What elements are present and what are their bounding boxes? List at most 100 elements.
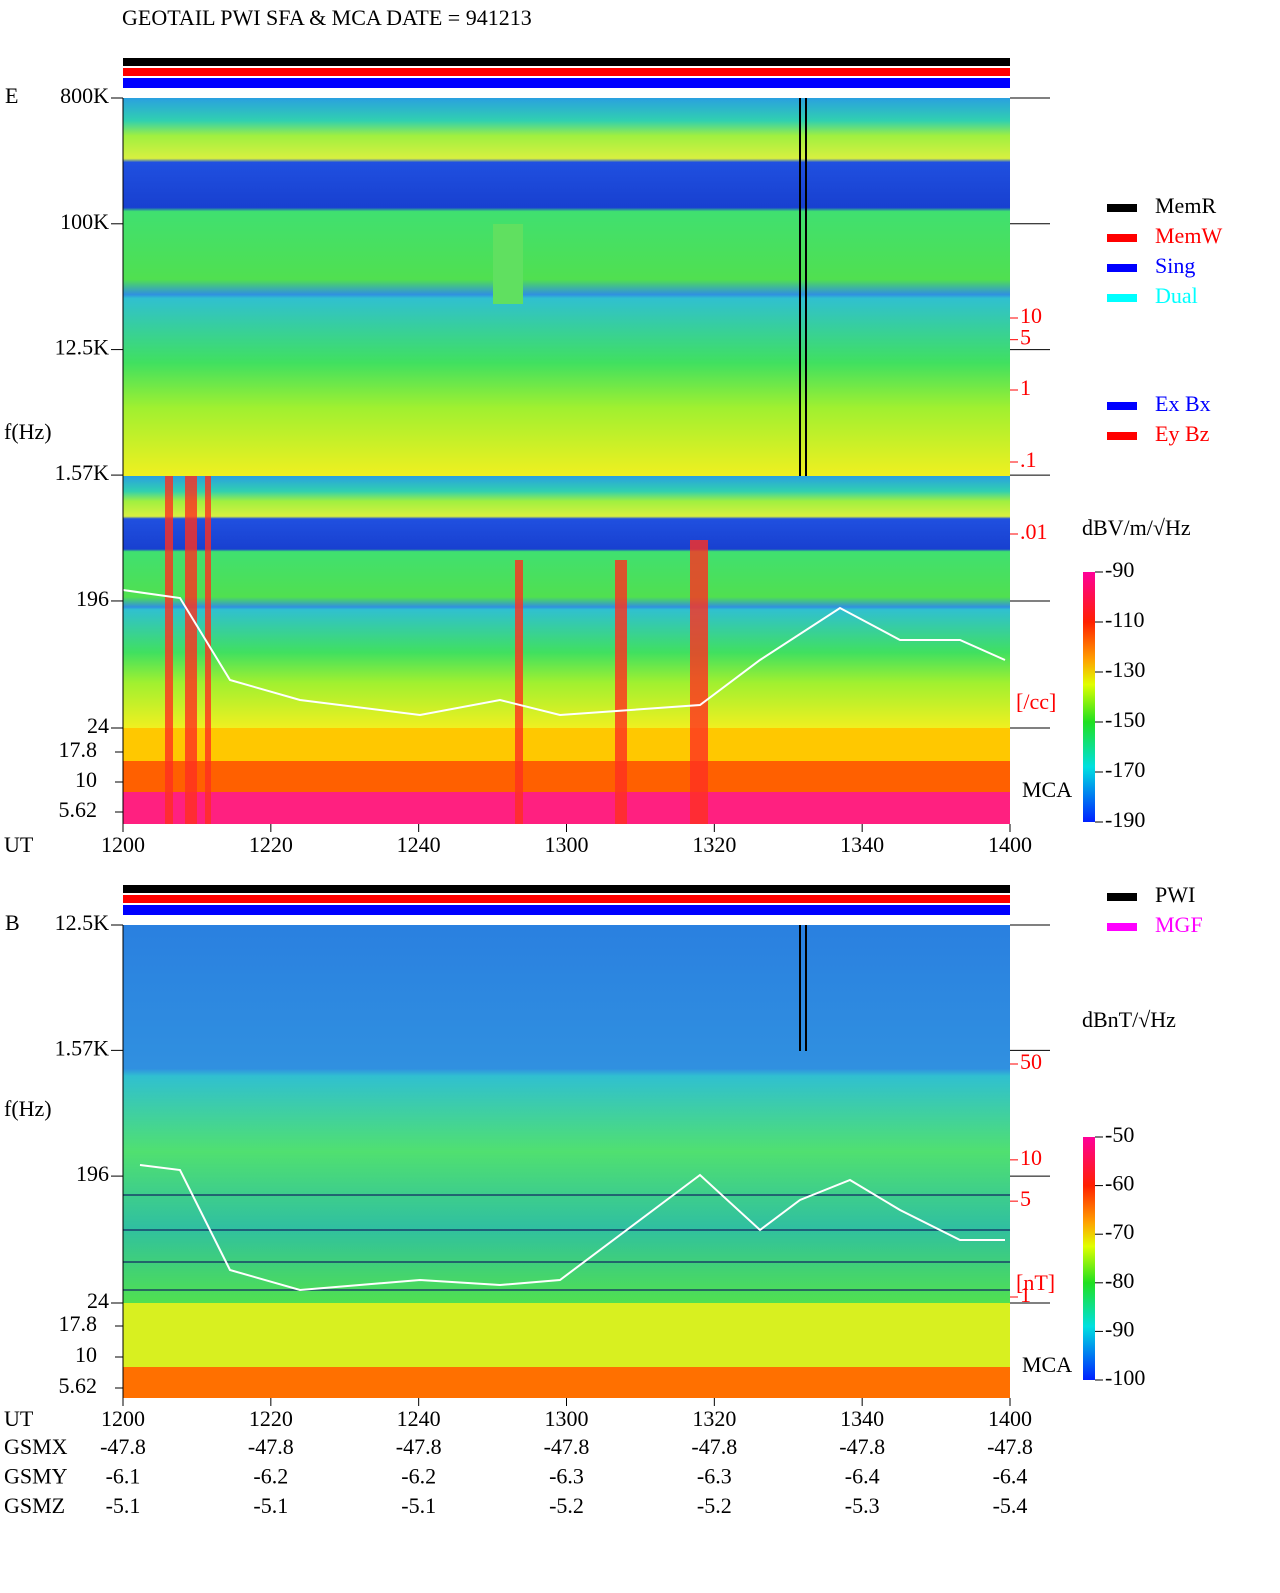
y2-tick-label: 1 (1020, 1282, 1031, 1307)
x-tick-label: 1220 (249, 1406, 293, 1431)
mca-tick-label: 17.8 (59, 1311, 98, 1336)
orbit-label: GSMX (4, 1434, 68, 1459)
y2-tick-label: 5 (1020, 325, 1031, 350)
orbit-value: -6.4 (845, 1464, 880, 1489)
orbit-value: -6.2 (253, 1464, 288, 1489)
x-tick-label: 1340 (840, 832, 884, 857)
y2-tick-label: .01 (1020, 519, 1048, 544)
orbit-value: -5.2 (697, 1493, 732, 1518)
status-bar (123, 58, 1010, 66)
y-tick-label: 196 (76, 1161, 109, 1186)
legend-label: MGF (1155, 912, 1203, 937)
x-tick-label: 1240 (397, 1406, 441, 1431)
orbit-value: -47.8 (396, 1434, 442, 1459)
colorbar-tick-label: -150 (1105, 707, 1145, 732)
colorbar-label: dBnT/√Hz (1082, 1007, 1176, 1032)
legend-label: MemR (1155, 193, 1216, 218)
x-axis-label: UT (4, 1406, 34, 1431)
y2-tick-label: 50 (1020, 1049, 1042, 1074)
density-trace (122, 589, 1006, 717)
orbit-value: -5.4 (993, 1493, 1028, 1518)
mca-band (123, 792, 1010, 824)
colorbar-tick-label: -170 (1105, 757, 1145, 782)
y2-tick-label: 5 (1020, 1186, 1031, 1211)
x-tick-label: 1300 (545, 832, 589, 857)
mca-tick-label: 5.62 (59, 797, 98, 822)
y2-tick-label: 10 (1020, 303, 1042, 328)
y-axis-label: f(Hz) (4, 419, 52, 444)
y-tick-label: 24 (87, 713, 109, 738)
spectrogram-sfa-low (123, 476, 1010, 728)
status-bar (123, 78, 1010, 88)
x-tick-label: 1300 (545, 1406, 589, 1431)
status-bar (123, 885, 1010, 893)
colorbar-tick-label: -80 (1105, 1268, 1134, 1293)
y-tick-label: 1.57K (55, 1035, 110, 1060)
mca-tick-label: 17.8 (59, 737, 98, 762)
y-tick-label: 800K (60, 83, 109, 108)
colorbar-tick-label: -110 (1105, 607, 1145, 632)
legend-swatch (1107, 432, 1137, 440)
y-tick-label: 196 (76, 586, 109, 611)
orbit-value: -47.8 (544, 1434, 590, 1459)
colorbar-tick-label: -90 (1105, 557, 1134, 582)
legend-label: Dual (1155, 283, 1198, 308)
mca-band (123, 1367, 1010, 1398)
orbit-value: -47.8 (691, 1434, 737, 1459)
legend-swatch (1107, 204, 1137, 212)
legend-swatch (1107, 923, 1137, 931)
mca-tick-label: 10 (75, 767, 97, 792)
y-tick-label: 12.5K (55, 910, 110, 935)
orbit-label: GSMZ (4, 1493, 65, 1518)
legend-swatch (1107, 893, 1137, 901)
y-tick-label: 12.5K (55, 335, 110, 360)
legend-label: MemW (1155, 223, 1222, 248)
colorbar-tick-label: -100 (1105, 1365, 1145, 1390)
orbit-value: -5.3 (845, 1493, 880, 1518)
y2-unit: [/cc] (1016, 689, 1056, 714)
mca-tick-label: 10 (75, 1342, 97, 1367)
mca-band (123, 728, 1010, 761)
spectrogram-sfa (123, 925, 1010, 1303)
colorbar-tick-label: -90 (1105, 1316, 1134, 1341)
spectrogram-sfa-high (123, 98, 1010, 476)
mca-label: MCA (1022, 777, 1072, 802)
mca-band (123, 1303, 1010, 1367)
orbit-value: -5.1 (253, 1493, 288, 1518)
streaks (493, 224, 523, 304)
orbit-value: -6.3 (549, 1464, 584, 1489)
x-tick-label: 1400 (988, 832, 1032, 857)
x-tick-label: 1400 (988, 1406, 1032, 1431)
orbit-value: -47.8 (248, 1434, 294, 1459)
legend-swatch (1107, 234, 1137, 242)
legend-swatch (1107, 264, 1137, 272)
x-tick-label: 1220 (249, 832, 293, 857)
page-title: GEOTAIL PWI SFA & MCA DATE = 941213 (122, 5, 532, 30)
orbit-value: -5.1 (401, 1493, 436, 1518)
colorbar-tick-label: -130 (1105, 657, 1145, 682)
status-bar (123, 905, 1010, 915)
y-tick-label: 1.57K (55, 460, 110, 485)
orbit-value: -5.2 (549, 1493, 584, 1518)
mca-band (123, 761, 1010, 792)
status-bar (123, 68, 1010, 76)
colorbar-tick-label: -70 (1105, 1219, 1134, 1244)
orbit-value: -47.8 (100, 1434, 146, 1459)
colorbar-tick-label: -190 (1105, 807, 1145, 832)
status-bar (123, 895, 1010, 903)
field-trace (139, 1164, 1005, 1292)
y2-tick-label: 1 (1020, 375, 1031, 400)
x-tick-label: 1320 (692, 832, 736, 857)
orbit-value: -6.1 (106, 1464, 141, 1489)
mca-label: MCA (1022, 1352, 1072, 1377)
streaks (123, 1194, 1010, 1291)
y-axis-label: f(Hz) (4, 1096, 52, 1121)
panel-label: B (5, 910, 20, 935)
colorbar (1083, 572, 1095, 822)
x-tick-label: 1200 (101, 1406, 145, 1431)
legend-label: Ey Bz (1155, 421, 1210, 446)
x-tick-label: 1200 (101, 832, 145, 857)
x-tick-label: 1320 (692, 1406, 736, 1431)
legend-swatch (1107, 294, 1137, 302)
